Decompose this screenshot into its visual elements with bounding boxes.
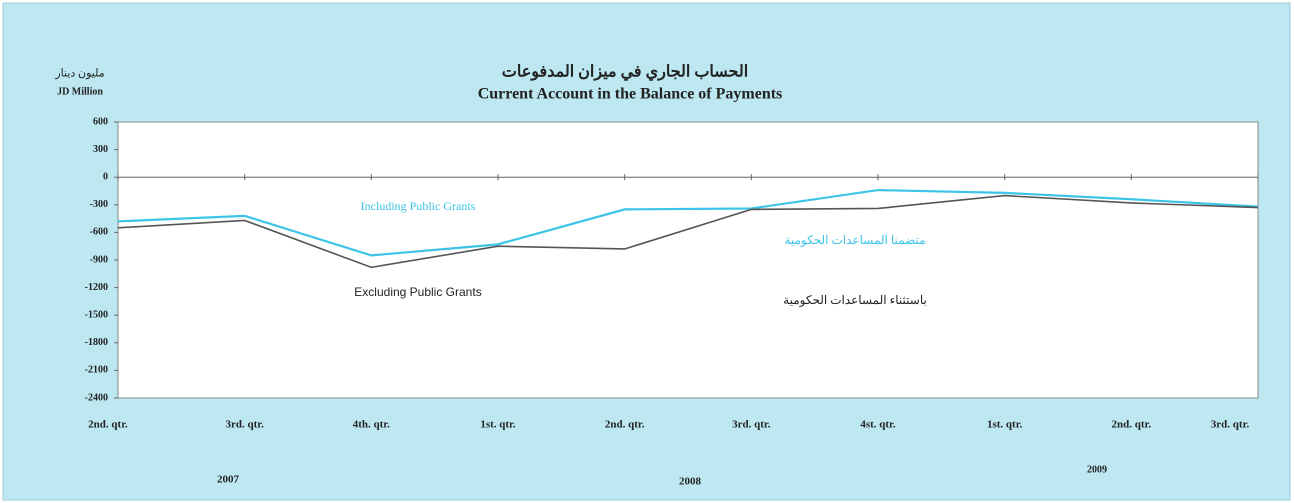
series-label: Including Public Grants [361,199,476,213]
year-label: 2007 [217,474,240,486]
y-tick-label: -300 [90,199,108,210]
year-label: 2008 [679,476,702,488]
y-tick-label: -2400 [85,392,108,403]
x-tick-label: 3rd. qtr. [732,419,771,431]
x-tick-label: 1st. qtr. [987,419,1023,431]
series-label-ar: متضمنا المساعدات الحكومية [784,233,925,247]
x-tick-label: 2nd. qtr. [1112,419,1152,431]
x-tick-label: 3rd. qtr. [1211,419,1250,431]
y-tick-label: -2100 [85,365,108,376]
series-label-ar: باستثناء المساعدات الحكومية [783,293,927,307]
chart-title-ar: الحساب الجاري في ميزان المدفوعات [502,64,748,82]
y-label: JD Million [57,86,103,97]
y-tick-label: 600 [93,116,108,127]
y-tick-label: 0 [103,171,108,182]
y-tick-label: -1500 [85,309,108,320]
x-tick-label: 4st. qtr. [860,419,896,431]
y-tick-label: -600 [90,227,108,238]
chart-title: Current Account in the Balance of Paymen… [478,86,783,103]
series-line [117,188,1259,257]
series-line [117,194,1259,269]
x-tick-label: 4th. qtr. [353,419,390,431]
x-tick-label: 2nd. qtr. [605,419,645,431]
y-tick-label: -1800 [85,337,108,348]
series-label: Excluding Public Grants [354,285,481,299]
y-label-ar: مليون دينار [54,68,104,80]
x-tick-label: 3rd. qtr. [225,419,264,431]
x-tick-label: 1st. qtr. [480,419,516,431]
year-label: 2009 [1087,464,1107,475]
x-tick-label: 2nd. qtr. [88,419,128,431]
y-tick-label: -1200 [85,282,108,293]
plot-area [117,121,1259,399]
y-tick-label: -900 [90,254,108,265]
y-tick-label: 300 [93,144,108,155]
